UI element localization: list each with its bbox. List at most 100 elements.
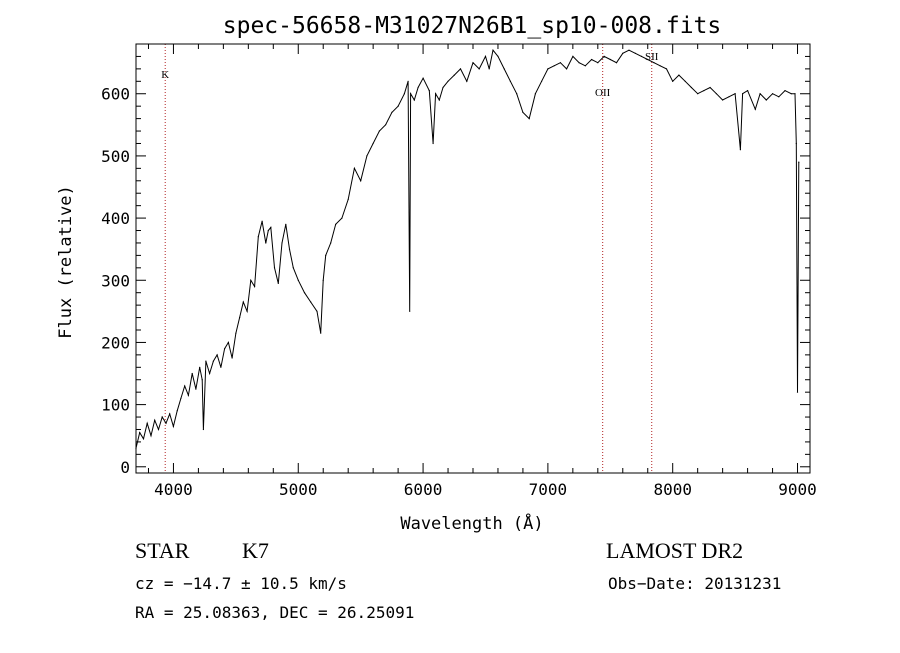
spectrum-point bbox=[202, 428, 204, 431]
y-tick-label: 400 bbox=[101, 209, 130, 228]
spectrum-point bbox=[559, 62, 562, 64]
spectrum-point bbox=[205, 360, 207, 362]
spectrum-point bbox=[453, 74, 455, 76]
spectrum-point bbox=[739, 149, 742, 151]
spectrum-point bbox=[391, 111, 393, 113]
spectrum-point bbox=[216, 354, 218, 356]
redshift-text: cz = −14.7 ± 10.5 km/s bbox=[135, 574, 347, 593]
spectrum-point bbox=[277, 282, 279, 284]
spectrum-point bbox=[488, 68, 490, 70]
x-axis-label: Wavelength (Å) bbox=[400, 512, 543, 534]
spectrum-point bbox=[472, 62, 474, 64]
spectrum-point bbox=[267, 229, 269, 232]
spectrum-point bbox=[250, 279, 252, 281]
spectrum-point bbox=[139, 432, 141, 434]
spectrum-point bbox=[212, 360, 214, 362]
spectrum-point bbox=[322, 279, 324, 281]
spectrum-point bbox=[180, 397, 182, 399]
spectrum-point bbox=[672, 80, 674, 82]
spectrum-point bbox=[659, 65, 661, 67]
survey-name: LAMOST DR2 bbox=[606, 538, 744, 563]
spectrum-point bbox=[316, 310, 318, 312]
spectrum-point bbox=[154, 419, 156, 421]
spectrum-point bbox=[209, 372, 211, 375]
spectrum-point bbox=[528, 118, 530, 120]
spectrum-point bbox=[795, 142, 797, 145]
spectrum-point bbox=[516, 93, 518, 95]
spectrum-point bbox=[459, 68, 462, 70]
spectrum-point bbox=[176, 410, 178, 412]
spectrum-point bbox=[220, 366, 222, 368]
spectrum-point bbox=[759, 93, 761, 95]
spectrum-point bbox=[360, 180, 362, 182]
x-tick-label: 4000 bbox=[154, 480, 193, 499]
spectrum-point bbox=[566, 68, 568, 70]
spectrum-point bbox=[428, 90, 430, 92]
spectrum-point bbox=[199, 366, 201, 368]
spectrum-point bbox=[603, 55, 605, 58]
spectrum-point bbox=[422, 77, 424, 79]
y-tick-label: 200 bbox=[101, 333, 130, 352]
obs-date-text: Obs−Date: 20131231 bbox=[608, 574, 782, 593]
spectrum-point bbox=[742, 93, 744, 95]
spectrum-point bbox=[325, 254, 327, 256]
spectrum-point bbox=[438, 99, 440, 101]
spectrum-line bbox=[135, 49, 800, 449]
spectrum-point bbox=[509, 80, 511, 82]
spectrum-point bbox=[790, 93, 792, 95]
spectrum-point bbox=[584, 65, 586, 67]
x-tick-label: 7000 bbox=[529, 480, 568, 499]
spectrum-point bbox=[353, 167, 355, 169]
spectrum-point bbox=[684, 80, 686, 82]
spectrum-point bbox=[310, 301, 312, 303]
spectrum-point bbox=[640, 55, 643, 58]
spectrum-point bbox=[794, 93, 796, 95]
spectrum-point bbox=[270, 226, 272, 228]
spectrum-point bbox=[385, 124, 387, 126]
spectrum-point bbox=[572, 55, 574, 58]
spectrum-point bbox=[201, 379, 203, 381]
y-tick-label: 500 bbox=[101, 147, 130, 166]
spectrum-point bbox=[341, 217, 343, 219]
spectrum-point bbox=[239, 317, 241, 319]
spectrum-point bbox=[778, 96, 780, 98]
spectrum-point bbox=[261, 220, 263, 222]
spectrum-point bbox=[709, 86, 711, 89]
spectrum-point bbox=[703, 90, 705, 92]
spectrum-point bbox=[747, 90, 749, 92]
spectrum-point bbox=[765, 99, 767, 101]
object-type: STAR bbox=[135, 538, 190, 563]
spectrum-point bbox=[246, 310, 248, 312]
spectrum-point bbox=[146, 422, 148, 424]
spectrum-point bbox=[503, 68, 505, 70]
spectrum-point bbox=[297, 279, 299, 281]
spectrum-point bbox=[165, 422, 167, 424]
spectrum-point bbox=[169, 413, 171, 415]
spectrum-point bbox=[366, 155, 368, 157]
spectrum-point bbox=[678, 74, 680, 76]
x-tick-label: 9000 bbox=[778, 480, 817, 499]
spectrum-point bbox=[303, 292, 306, 294]
y-tick-label: 100 bbox=[101, 396, 130, 415]
spectrum-point bbox=[784, 90, 786, 92]
spectrum-point bbox=[715, 93, 718, 95]
spectrum-point bbox=[447, 80, 449, 82]
spectrum-point bbox=[647, 58, 649, 61]
spectrum-point bbox=[403, 93, 405, 95]
spectrum-point bbox=[534, 93, 537, 95]
spectrum-point bbox=[628, 49, 630, 51]
spectrum-point bbox=[285, 223, 287, 225]
spectrum-point bbox=[235, 332, 237, 334]
spectrum-point bbox=[413, 99, 415, 101]
y-tick-label: 600 bbox=[101, 85, 130, 104]
spectrum-point bbox=[492, 49, 494, 51]
spectrum-point bbox=[407, 80, 409, 82]
spectrum-point bbox=[410, 93, 412, 95]
spectrum-point bbox=[150, 435, 152, 437]
spectrum-point bbox=[288, 248, 291, 250]
spectrum-point bbox=[690, 86, 693, 89]
y-tick-label: 300 bbox=[101, 271, 130, 290]
spectrum-point bbox=[292, 267, 294, 269]
spectrum-point bbox=[417, 86, 419, 89]
